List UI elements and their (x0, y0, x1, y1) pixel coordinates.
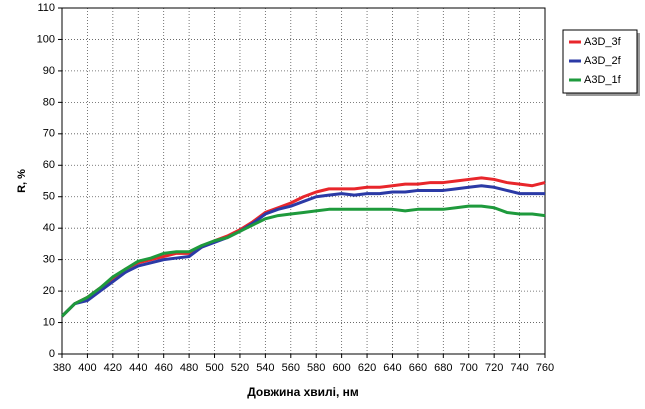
x-tick-label: 760 (536, 362, 554, 374)
x-tick-label: 620 (358, 362, 376, 374)
x-tick-label: 580 (307, 362, 325, 374)
y-tick-label: 40 (43, 222, 55, 234)
plot-area (62, 8, 545, 354)
x-tick-label: 460 (155, 362, 173, 374)
plot-frame (61, 7, 546, 355)
x-tick-label: 660 (409, 362, 427, 374)
y-tick-label: 100 (37, 33, 55, 45)
x-tick-label: 520 (231, 362, 249, 374)
y-tick-label: 70 (43, 128, 55, 140)
y-tick-label: 30 (43, 254, 55, 266)
y-tick-label: 10 (43, 316, 55, 328)
y-axis-label: R, % (16, 169, 28, 193)
x-tick-label: 600 (332, 362, 350, 374)
y-tick-label: 20 (43, 285, 55, 297)
x-tick-label: 540 (256, 362, 274, 374)
x-tick-label: 420 (104, 362, 122, 374)
legend-label: A3D_3f (584, 36, 622, 48)
x-axis-label: Довжина хвилі, нм (247, 385, 359, 399)
x-tick-label: 380 (53, 362, 71, 374)
x-tick-label: 560 (282, 362, 300, 374)
legend-label: A3D_2f (584, 55, 622, 67)
y-tick-label: 90 (43, 65, 55, 77)
y-tick-label: 80 (43, 96, 55, 108)
x-tick-label: 500 (205, 362, 223, 374)
x-tick-label: 440 (129, 362, 147, 374)
series-line (60, 176, 546, 318)
x-tick-label: 400 (78, 362, 96, 374)
series-line (60, 204, 546, 318)
x-tick-label: 640 (383, 362, 401, 374)
y-tick-label: 0 (49, 348, 55, 360)
y-tick-label: 60 (43, 159, 55, 171)
y-tick-label: 50 (43, 191, 55, 203)
y-tick-label: 110 (37, 2, 55, 14)
x-tick-label: 480 (180, 362, 198, 374)
legend-label: A3D_1f (584, 74, 622, 86)
x-tick-label: 720 (485, 362, 503, 374)
x-tick-label: 680 (434, 362, 452, 374)
x-tick-label: 740 (510, 362, 528, 374)
series-line (60, 184, 545, 318)
x-tick-label: 700 (460, 362, 478, 374)
